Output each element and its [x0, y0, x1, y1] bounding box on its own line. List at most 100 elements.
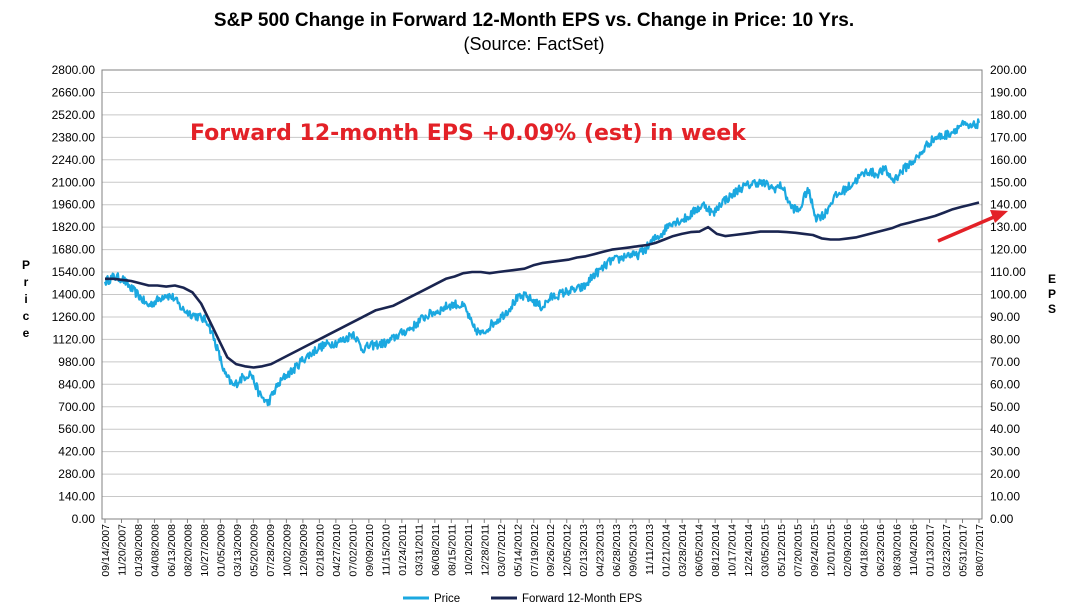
y-tick-left: 1400.00 [52, 288, 96, 302]
arrow-shaft [937, 215, 995, 243]
y-axis-left: 0.00 140.00 280.00 420.00 560.00 700.00 840.00… [52, 63, 96, 526]
y-axis-right-label-letter: S [1048, 302, 1056, 316]
x-tick-label: 03/23/2017 [941, 524, 953, 577]
series-line-eps [105, 201, 980, 369]
x-tick-label: 08/12/2014 [710, 524, 722, 577]
y-tick-left: 2240.00 [52, 153, 96, 167]
y-tick-right: 40.00 [990, 422, 1020, 436]
grid-lines [102, 91, 982, 498]
x-tick-label: 12/28/2011 [479, 524, 491, 576]
y-tick-left: 1960.00 [52, 198, 96, 212]
x-tick-label: 11/04/2016 [908, 524, 920, 576]
y-tick-left: 2800.00 [52, 63, 96, 77]
x-tick-label: 05/31/2017 [958, 524, 970, 577]
y-tick-left: 420.00 [58, 445, 95, 459]
x-tick-label: 07/28/2009 [265, 524, 277, 577]
x-tick-label: 07/20/2015 [793, 524, 805, 577]
x-tick-label: 01/13/2017 [925, 524, 937, 577]
x-tick-label: 01/24/2011 [397, 524, 409, 576]
x-tick-label: 12/24/2014 [743, 524, 755, 577]
y-tick-left: 560.00 [58, 422, 95, 436]
y-axis-right-label-letter: E [1048, 272, 1056, 286]
eps-annotation: Forward 12-month EPS +0.09% (est) in wee… [190, 121, 747, 146]
x-tick-label: 09/05/2013 [628, 524, 640, 577]
y-tick-right: 0.00 [990, 512, 1014, 526]
y-tick-left: 2520.00 [52, 108, 96, 122]
x-tick-label: 01/30/2008 [133, 524, 145, 577]
plot-area [101, 69, 983, 520]
legend-label: Price [434, 593, 460, 605]
y-tick-right: 130.00 [990, 220, 1027, 234]
arrow-head [990, 210, 1008, 223]
series-line-price [103, 118, 981, 407]
x-tick-label: 07/02/2010 [347, 524, 359, 577]
y-tick-right: 80.00 [990, 332, 1020, 346]
y-tick-right: 170.00 [990, 130, 1027, 144]
y-axis-left-label-letter: r [24, 275, 29, 289]
y-tick-left: 1540.00 [52, 265, 96, 279]
y-tick-right: 90.00 [990, 310, 1020, 324]
chart-title: S&P 500 Change in Forward 12-Month EPS v… [214, 10, 854, 31]
x-tick-label: 05/12/2015 [776, 524, 788, 577]
y-tick-right: 100.00 [990, 288, 1027, 302]
y-tick-left: 1680.00 [52, 243, 96, 257]
x-tick-label: 12/05/2012 [562, 524, 574, 577]
x-tick-label: 12/01/2015 [826, 524, 838, 577]
y-axis-right-label-letter: P [1048, 287, 1056, 301]
x-tick-label: 06/23/2016 [875, 524, 887, 577]
y-tick-right: 160.00 [990, 153, 1027, 167]
y-tick-left: 280.00 [58, 467, 95, 481]
x-tick-label: 11/11/2013 [644, 524, 656, 575]
x-tick-label: 08/07/2017 [974, 524, 986, 577]
x-tick-label: 08/15/2011 [446, 524, 458, 576]
y-tick-left: 2100.00 [52, 175, 96, 189]
x-tick-label: 07/19/2012 [529, 524, 541, 577]
y-tick-left: 140.00 [58, 490, 95, 504]
x-tick-label: 01/05/2009 [215, 524, 227, 577]
y-tick-right: 140.00 [990, 198, 1027, 212]
x-tick-label: 09/26/2012 [545, 524, 557, 577]
x-tick-label: 09/14/2007 [100, 524, 112, 577]
x-tick-label: 06/28/2013 [611, 524, 623, 577]
x-tick-label: 05/20/2009 [248, 524, 260, 577]
y-axis-right: 0.00 10.00 20.00 30.00 40.00 50.00 60.00 70.00 8… [990, 63, 1027, 526]
trend-arrow-icon [937, 210, 1008, 243]
y-tick-left: 840.00 [58, 377, 95, 391]
y-tick-right: 190.00 [990, 85, 1027, 99]
x-tick-label: 11/20/2007 [116, 524, 128, 576]
x-tick-label: 12/09/2009 [298, 524, 310, 577]
x-tick-label: 10/27/2008 [199, 524, 211, 577]
legend-label: Forward 12-Month EPS [522, 593, 642, 605]
y-axis-left-label-letter: i [24, 292, 27, 306]
y-axis-left-label-letter: P [22, 258, 30, 272]
x-tick-label: 03/13/2009 [232, 524, 244, 577]
x-tick-label: 05/14/2012 [512, 524, 524, 577]
y-tick-right: 200.00 [990, 63, 1027, 77]
x-tick-label: 02/18/2010 [314, 524, 326, 577]
x-tick-label: 09/24/2015 [809, 524, 821, 577]
x-tick-label: 06/05/2014 [694, 524, 706, 577]
y-tick-right: 10.00 [990, 490, 1020, 504]
x-tick-label: 02/09/2016 [842, 524, 854, 577]
legend: Price Forward 12-Month EPS [403, 593, 642, 605]
y-tick-left: 0.00 [72, 512, 96, 526]
x-tick-label: 04/27/2010 [331, 524, 343, 577]
y-tick-right: 150.00 [990, 175, 1027, 189]
x-tick-label: 08/30/2016 [892, 524, 904, 577]
x-tick-label: 11/15/2010 [380, 524, 392, 576]
x-tick-label: 03/31/2011 [413, 524, 425, 576]
x-tick-label: 10/02/2009 [281, 524, 293, 577]
y-axis-left-label-letter: e [23, 326, 30, 340]
x-tick-label: 03/05/2015 [760, 524, 772, 577]
x-tick-label: 04/08/2008 [149, 524, 161, 577]
x-tick-label: 04/18/2016 [859, 524, 871, 577]
x-tick-label: 01/21/2014 [661, 524, 673, 577]
y-axis-right-label: EPS [1048, 272, 1056, 316]
x-tick-label: 03/28/2014 [677, 524, 689, 577]
y-tick-left: 2380.00 [52, 130, 96, 144]
y-tick-right: 180.00 [990, 108, 1027, 122]
x-tick-label: 06/08/2011 [430, 524, 442, 576]
y-tick-right: 110.00 [990, 265, 1026, 279]
y-tick-right: 20.00 [990, 467, 1020, 481]
